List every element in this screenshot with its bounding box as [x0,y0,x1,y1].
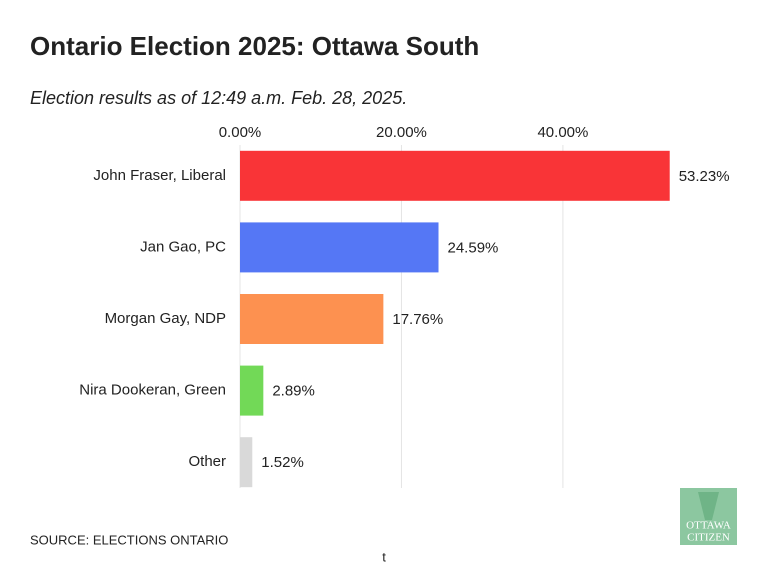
bar [240,222,439,273]
chart-subtitle: Election results as of 12:49 a.m. Feb. 2… [30,88,407,108]
footer-mark: t [382,549,386,564]
value-label: 53.23% [679,168,730,185]
y-tick-label: Jan Gao, PC [140,238,226,255]
x-tick-label: 40.00% [537,124,588,141]
logo: OTTAWA CITIZEN [680,488,737,545]
value-label: 1.52% [261,454,304,471]
logo-text: OTTAWA [686,520,731,532]
bar [240,437,253,488]
y-tick-label: Other [188,453,226,470]
y-tick-label: John Fraser, Liberal [93,167,226,184]
bar [240,365,264,416]
x-tick-label: 0.00% [219,124,262,141]
logo-shape [698,492,719,520]
value-label: 2.89% [272,383,315,400]
y-tick-label: Morgan Gay, NDP [105,310,226,327]
x-tick-label: 20.00% [376,124,427,141]
y-tick-label: Nira Dookeran, Green [79,382,226,399]
source: SOURCE: ELECTIONS ONTARIO [30,532,228,547]
value-label: 24.59% [448,239,499,256]
bar [240,294,384,344]
bar [240,150,670,201]
logo-text: CITIZEN [687,532,730,544]
value-label: 17.76% [392,311,443,328]
chart-title: Ontario Election 2025: Ottawa South [30,31,479,61]
